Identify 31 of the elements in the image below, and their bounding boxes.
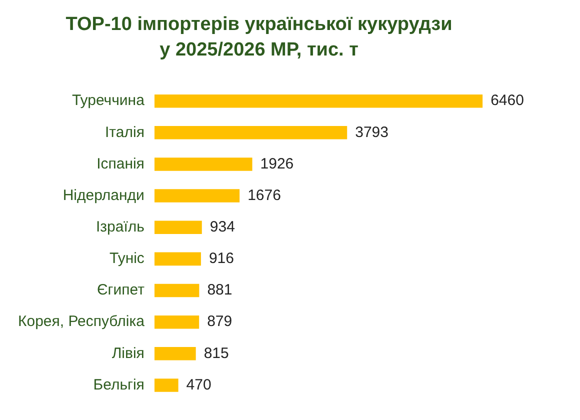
- bar: [154, 126, 348, 140]
- y-tick-label: Єгипет: [96, 282, 145, 299]
- data-label: 879: [207, 313, 232, 330]
- bar: [154, 189, 240, 202]
- y-tick-label: Туніс: [110, 250, 145, 268]
- data-label: 815: [204, 344, 229, 362]
- y-tick-label: Нідерланди: [62, 186, 144, 204]
- bar: [154, 378, 178, 392]
- data-label: 1676: [248, 186, 281, 204]
- y-tick-label: Ізраїль: [96, 218, 145, 236]
- bar: [154, 220, 202, 234]
- bar: [154, 284, 200, 298]
- data-label: 916: [208, 250, 234, 268]
- bar: [154, 158, 252, 171]
- bar: [154, 94, 483, 108]
- y-tick-label: Бельгія: [93, 376, 144, 394]
- data-label: 934: [210, 218, 235, 236]
- chart-title: TOP-10 імпортерів української кукурудзи у 2025/2026 МР, тис. т: [66, 14, 452, 61]
- data-label: 3793: [355, 124, 388, 141]
- bar: [154, 347, 196, 360]
- data-label: 470: [186, 376, 212, 394]
- bar: [154, 315, 200, 329]
- y-tick-label: Туреччина: [72, 92, 146, 110]
- y-tick-label: Лівія: [112, 344, 144, 362]
- y-tick-label: Іспанія: [96, 155, 144, 172]
- bar: [154, 252, 201, 266]
- y-tick-label: Італія: [105, 124, 144, 141]
- data-label: 881: [207, 282, 232, 299]
- y-tick-label: Корея, Республіка: [18, 313, 146, 330]
- data-label: 1926: [260, 155, 294, 172]
- data-label: 6460: [490, 92, 524, 110]
